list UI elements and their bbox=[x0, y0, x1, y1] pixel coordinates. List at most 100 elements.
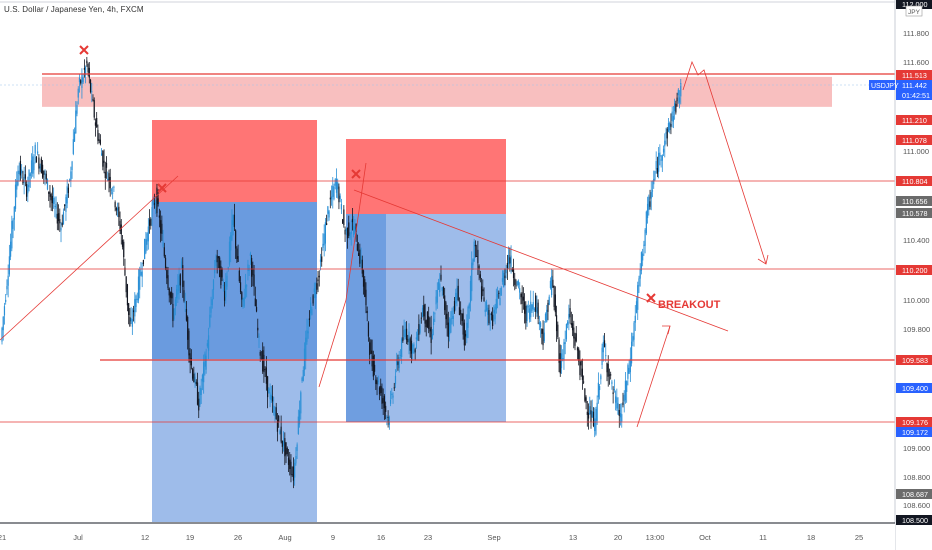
candle-body bbox=[642, 253, 644, 261]
candle-body bbox=[519, 288, 521, 293]
candle-body bbox=[290, 461, 292, 475]
candle-body bbox=[189, 353, 191, 363]
breakout-x-marker bbox=[646, 293, 656, 303]
candle-body bbox=[41, 164, 44, 178]
candle-body bbox=[207, 335, 210, 351]
candle-body bbox=[362, 270, 365, 287]
candle-body bbox=[94, 122, 97, 126]
candle-body bbox=[434, 313, 436, 315]
candle-body bbox=[212, 280, 215, 290]
candle-body bbox=[265, 367, 267, 384]
candle-body bbox=[126, 284, 129, 306]
candle-body bbox=[392, 395, 394, 398]
candle-body bbox=[158, 215, 160, 218]
candle-body bbox=[358, 253, 360, 256]
candle-body bbox=[163, 247, 165, 257]
candle-body bbox=[558, 339, 560, 363]
candle-body bbox=[13, 206, 15, 220]
candle-body bbox=[62, 212, 65, 225]
candle-body bbox=[424, 304, 426, 324]
candle-body bbox=[253, 274, 255, 287]
candle-body bbox=[259, 352, 261, 356]
candle-body bbox=[91, 91, 93, 93]
candle-body bbox=[506, 262, 508, 269]
currency-badge-box bbox=[905, 5, 923, 17]
candle-body bbox=[8, 256, 10, 275]
candle-body bbox=[366, 310, 368, 314]
candle-body bbox=[57, 213, 60, 222]
candle-body bbox=[242, 298, 244, 302]
candle-body bbox=[125, 276, 127, 293]
candle-body bbox=[557, 324, 559, 337]
candle-body bbox=[72, 139, 74, 154]
candle-body bbox=[643, 244, 645, 246]
candle-body bbox=[567, 321, 569, 325]
candle-body bbox=[69, 179, 71, 181]
y-tick-label: 108.600 bbox=[903, 501, 930, 510]
candle-body bbox=[199, 387, 201, 405]
candle-body bbox=[421, 307, 424, 318]
candle-body bbox=[317, 279, 319, 282]
candle-body bbox=[393, 387, 395, 389]
candle-body bbox=[342, 219, 344, 224]
candle-body bbox=[463, 322, 465, 346]
candle-body bbox=[504, 275, 506, 279]
candle-body bbox=[328, 211, 330, 218]
candle-body bbox=[472, 259, 474, 266]
candle-body bbox=[147, 226, 149, 242]
candle-body bbox=[155, 200, 157, 204]
candle-body bbox=[552, 279, 554, 288]
candle-body bbox=[404, 329, 406, 338]
candle-body bbox=[180, 261, 183, 269]
candle-body bbox=[483, 297, 485, 301]
candle-body bbox=[308, 318, 311, 320]
candle-body bbox=[612, 392, 614, 395]
x-tick-label: 21 bbox=[0, 533, 6, 542]
candle-body bbox=[233, 214, 236, 227]
candle-body bbox=[613, 389, 615, 391]
candle-body bbox=[498, 292, 500, 294]
candle-body bbox=[355, 223, 357, 232]
candle-body bbox=[589, 406, 591, 415]
candle-body bbox=[381, 387, 383, 404]
candle-body bbox=[401, 338, 403, 357]
candle-body bbox=[210, 306, 212, 313]
candle-body bbox=[559, 353, 561, 374]
candle-body bbox=[76, 105, 78, 114]
candle-body bbox=[161, 223, 163, 234]
candle-body bbox=[354, 227, 356, 234]
candle-body bbox=[590, 410, 592, 423]
candle-body bbox=[482, 289, 484, 292]
x-tick-label: 11 bbox=[759, 533, 767, 542]
candle-body bbox=[386, 416, 388, 418]
candle-body bbox=[672, 116, 674, 122]
candle-body bbox=[10, 241, 12, 257]
candle-body bbox=[405, 328, 408, 341]
candle-body bbox=[669, 122, 671, 131]
candle-body bbox=[298, 410, 301, 425]
candle-body bbox=[105, 162, 108, 168]
candle-body bbox=[153, 203, 156, 205]
candle-body bbox=[310, 302, 312, 314]
breakout-label: BREAKOUT bbox=[658, 299, 721, 311]
candle-body bbox=[338, 186, 340, 203]
candle-body bbox=[145, 239, 147, 253]
candle-body bbox=[399, 354, 402, 356]
candle-body bbox=[114, 202, 116, 208]
candle-body bbox=[654, 170, 656, 180]
candle-body bbox=[628, 367, 630, 374]
candle-body bbox=[372, 355, 374, 377]
candle-body bbox=[118, 206, 120, 218]
candle-body bbox=[139, 269, 141, 290]
candle-body bbox=[490, 313, 493, 316]
candle-body bbox=[184, 302, 186, 304]
price-label-text: 110.804 bbox=[902, 177, 927, 186]
chart-title: U.S. Dollar / Japanese Yen, 4h, FXCM bbox=[4, 5, 144, 14]
candle-body bbox=[548, 296, 550, 305]
candle-body bbox=[343, 209, 345, 226]
candle-body bbox=[564, 342, 566, 345]
candle-body bbox=[388, 416, 390, 425]
candle-body bbox=[262, 350, 264, 372]
candle-body bbox=[508, 255, 510, 265]
